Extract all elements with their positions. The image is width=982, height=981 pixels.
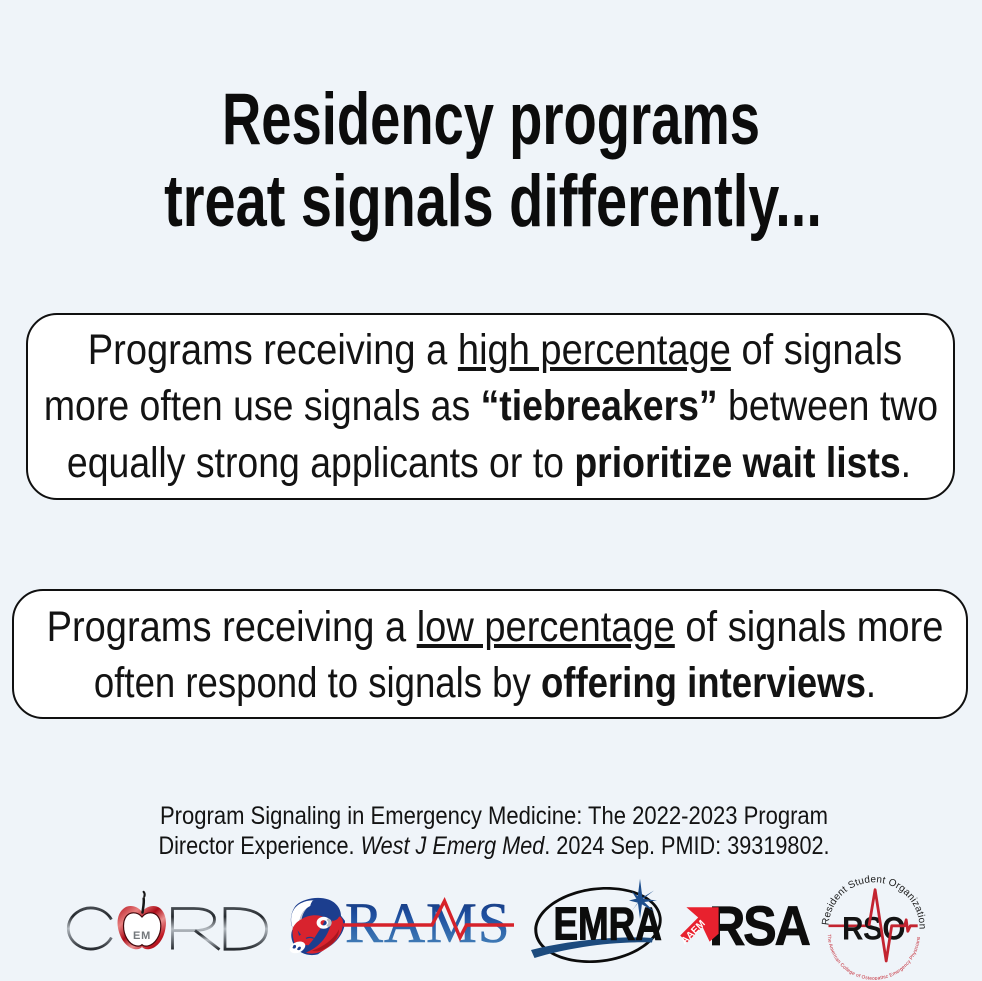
svg-text:RSA: RSA: [709, 896, 810, 954]
svg-text:EMRA: EMRA: [554, 898, 662, 950]
svg-text:RSO: RSO: [842, 911, 905, 947]
svg-text:EM: EM: [133, 930, 151, 942]
